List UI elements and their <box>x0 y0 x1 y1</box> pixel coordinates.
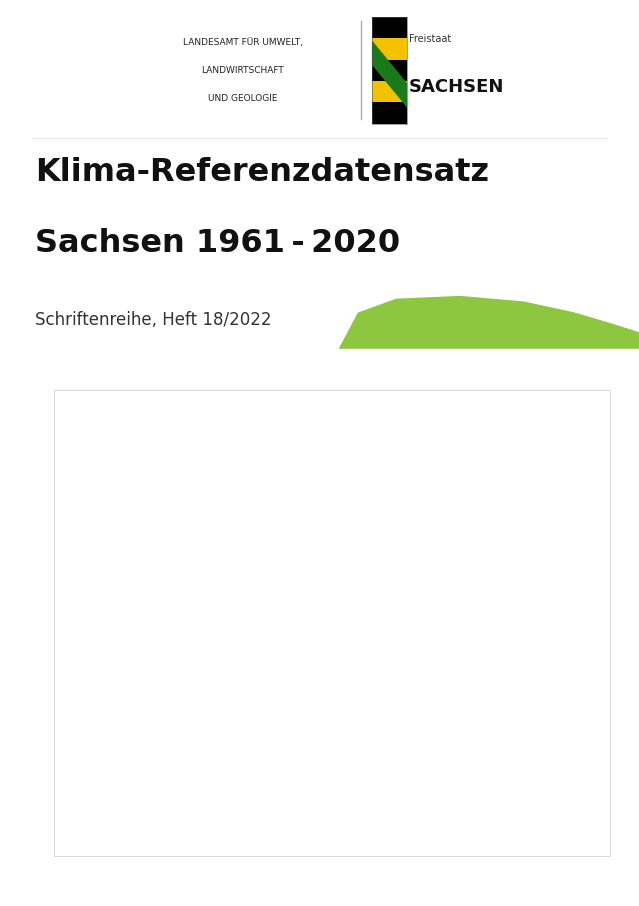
Text: LANDESAMT FÜR UMWELT,: LANDESAMT FÜR UMWELT, <box>183 38 303 46</box>
Point <box>248 653 258 668</box>
Point <box>437 484 447 498</box>
Point <box>301 713 311 728</box>
Point <box>528 506 539 520</box>
Point <box>202 637 212 651</box>
Bar <box>372 102 407 123</box>
Point <box>491 626 501 641</box>
Point <box>339 565 349 580</box>
Point <box>460 593 470 608</box>
Point <box>141 757 151 772</box>
Point <box>558 423 569 438</box>
Point <box>323 747 334 761</box>
Point <box>430 560 440 574</box>
Point <box>293 626 304 641</box>
Point <box>172 604 182 619</box>
Point <box>194 582 204 596</box>
Polygon shape <box>372 41 407 108</box>
Point <box>452 587 463 602</box>
Polygon shape <box>339 296 639 349</box>
Point <box>483 604 493 619</box>
Point <box>233 554 243 569</box>
Point <box>263 713 273 728</box>
Point <box>187 637 197 651</box>
Point <box>286 659 296 673</box>
Text: Klima-Referenzdatensatz: Klima-Referenzdatensatz <box>35 157 489 188</box>
Text: Sachsen 1961 - 2020: Sachsen 1961 - 2020 <box>35 228 400 259</box>
Point <box>536 495 546 509</box>
Point <box>475 495 486 509</box>
Point <box>240 653 250 668</box>
Bar <box>372 60 407 81</box>
Point <box>407 599 417 613</box>
X-axis label: Datum: Datum <box>330 822 373 834</box>
Point <box>468 511 478 525</box>
Point <box>180 626 190 641</box>
Bar <box>372 38 407 60</box>
Point <box>376 637 387 651</box>
Point <box>217 604 227 619</box>
Text: LANDWIRTSCHAFT: LANDWIRTSCHAFT <box>201 66 284 74</box>
Text: SACHSEN: SACHSEN <box>409 78 504 96</box>
Bar <box>372 17 407 123</box>
Point <box>445 571 455 585</box>
Point <box>134 774 144 788</box>
Point <box>255 713 265 728</box>
Point <box>505 506 516 520</box>
Point <box>316 599 326 613</box>
Point <box>513 516 523 531</box>
Bar <box>372 81 407 102</box>
Point <box>369 495 380 509</box>
Point <box>309 736 319 750</box>
Text: Schriftenreihe, Heft 18/2022: Schriftenreihe, Heft 18/2022 <box>35 312 272 329</box>
Point <box>127 593 137 608</box>
Point <box>362 516 372 531</box>
Point <box>149 626 159 641</box>
Point <box>354 571 364 585</box>
Point <box>392 637 402 651</box>
Bar <box>372 17 407 38</box>
Point <box>521 626 531 641</box>
Point <box>551 516 562 531</box>
Point <box>574 418 584 432</box>
Point <box>346 516 357 531</box>
Point <box>399 516 410 531</box>
Point <box>331 593 341 608</box>
Point <box>384 615 394 630</box>
Text: Freistaat: Freistaat <box>409 34 451 44</box>
Point <box>210 626 220 641</box>
Y-axis label: Mittlere Temperatur [°C]: Mittlere Temperatur [°C] <box>59 532 70 669</box>
Point <box>566 418 576 432</box>
Point <box>415 516 425 531</box>
Point <box>544 516 554 531</box>
Point <box>422 489 433 504</box>
Point <box>157 670 167 684</box>
Point <box>270 664 281 679</box>
Point <box>225 604 235 619</box>
Point <box>164 593 174 608</box>
Text: UND GEOLOGIE: UND GEOLOGIE <box>208 94 277 102</box>
Point <box>278 664 288 679</box>
Point <box>498 713 508 728</box>
